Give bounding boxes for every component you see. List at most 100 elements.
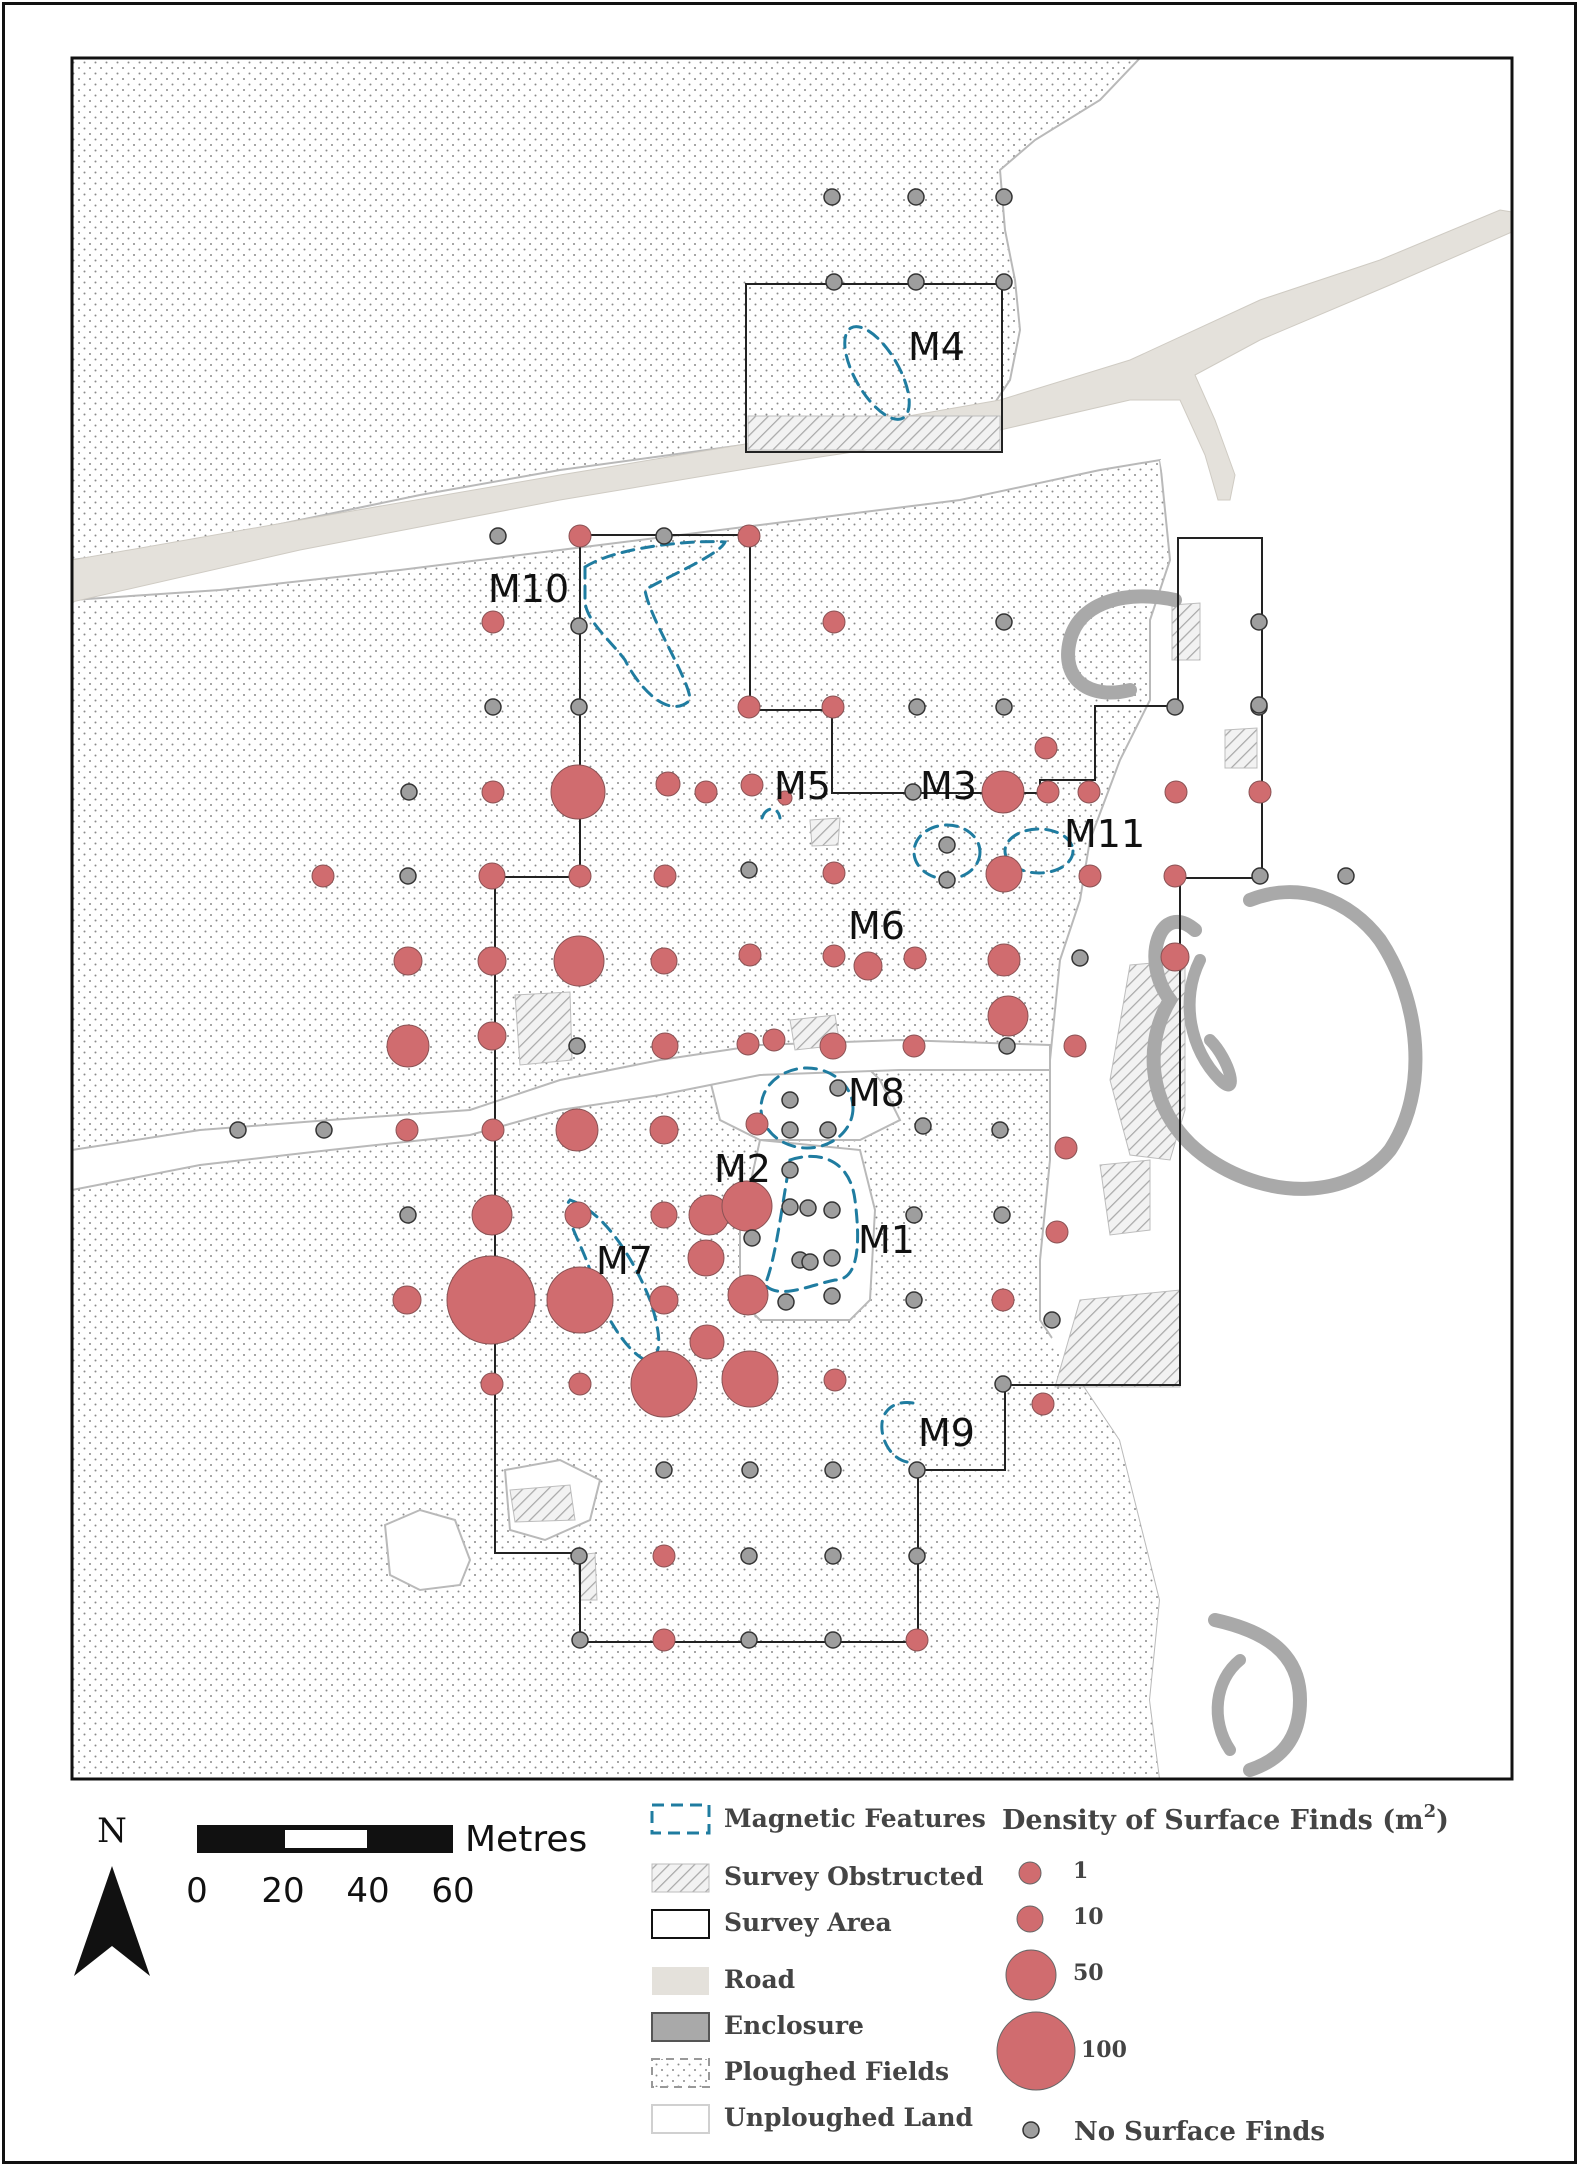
- no-finds-point: [484, 698, 502, 716]
- no-finds-point: [938, 836, 956, 854]
- label-m1: M1: [858, 1218, 915, 1262]
- map-body: M4 M10 M5 M3 M11 M6 M8 M2 M1 M7 M9: [72, 58, 1512, 1779]
- magnetic-feature-m9: [880, 1400, 917, 1464]
- surface-finds-point: [740, 773, 764, 797]
- surface-finds-point: [477, 946, 507, 976]
- surface-finds-point: [550, 764, 606, 820]
- no-finds-point: [568, 1037, 586, 1055]
- no-finds-point: [824, 1547, 842, 1565]
- density-swatch-50: [1005, 1949, 1057, 2001]
- surface-finds-point: [393, 946, 423, 976]
- legend-density: Density of Surface Finds (m2) 1 10 50 10…: [996, 1801, 1449, 2147]
- no-finds-point: [823, 188, 841, 206]
- surface-finds-point: [651, 1032, 679, 1060]
- surface-finds-point: [649, 1285, 679, 1315]
- no-finds-point: [1250, 696, 1268, 714]
- legend-magnetic-swatch: [650, 1803, 711, 1835]
- scale-bar: Metres 0 20 40 60: [186, 1819, 587, 1911]
- no-finds-point: [908, 1461, 926, 1479]
- magnetic-feature-m8: [759, 1066, 855, 1150]
- surface-finds-point: [478, 862, 506, 890]
- scale-tick-60: 60: [431, 1871, 474, 1911]
- no-finds-point: [570, 617, 588, 635]
- surface-finds-point: [745, 1112, 769, 1136]
- no-finds-point: [801, 1253, 819, 1271]
- no-finds-point: [905, 1206, 923, 1224]
- no-finds-point: [914, 1117, 932, 1135]
- no-finds-point: [823, 1287, 841, 1305]
- surface-finds-point: [395, 1118, 419, 1142]
- no-finds-point: [819, 1121, 837, 1139]
- no-finds-point: [995, 188, 1013, 206]
- no-finds-point: [938, 871, 956, 889]
- surface-finds-point: [1077, 780, 1101, 804]
- surface-finds-point: [471, 1194, 513, 1236]
- unploughed-east: [1050, 430, 1512, 1779]
- magnetic-feature-m10: [583, 540, 728, 708]
- surface-finds-point: [737, 524, 761, 548]
- density-label-50: 50: [1073, 1960, 1104, 1986]
- label-m7: M7: [596, 1239, 653, 1283]
- surface-finds-point: [546, 1266, 614, 1334]
- legend-ploughed-swatch: [651, 2058, 710, 2088]
- unploughed-patch-central: [739, 1138, 877, 1321]
- surface-finds-point: [987, 943, 1021, 977]
- surface-finds-point: [652, 1544, 676, 1568]
- legend-obstructed-swatch: [651, 1863, 710, 1893]
- scale-unit: Metres: [465, 1819, 587, 1860]
- legend-obstructed-label: Survey Obstructed: [724, 1862, 983, 1891]
- surface-finds-point: [446, 1255, 536, 1345]
- surface-finds-point: [821, 695, 845, 719]
- unploughed-patch-sw1: [383, 1508, 472, 1592]
- surface-finds-point: [1160, 942, 1190, 972]
- label-m6: M6: [848, 904, 905, 948]
- surface-finds-point: [903, 946, 927, 970]
- legend-enclosure-swatch: [651, 2012, 710, 2042]
- surface-finds-point: [721, 1350, 779, 1408]
- surface-finds-point: [694, 780, 718, 804]
- no-finds-point: [655, 527, 673, 545]
- label-m3: M3: [920, 764, 977, 808]
- density-label-none: No Surface Finds: [1074, 2117, 1325, 2147]
- density-label-100: 100: [1081, 2037, 1127, 2063]
- legend-survey-area-label: Survey Area: [724, 1908, 892, 1937]
- no-finds-point: [740, 1547, 758, 1565]
- no-finds-point: [655, 1461, 673, 1479]
- surface-finds-point: [991, 1288, 1015, 1312]
- surface-finds-point: [1163, 864, 1187, 888]
- no-finds-point: [1251, 867, 1269, 885]
- north-arrow-icon: [74, 1866, 150, 1976]
- surface-finds-point: [480, 1372, 504, 1396]
- surface-finds-point: [762, 1028, 786, 1052]
- label-m4: M4: [908, 325, 965, 369]
- surface-finds-point: [981, 770, 1025, 814]
- label-m5: M5: [774, 764, 831, 808]
- magnetic-feature-m11: [1003, 827, 1075, 875]
- no-finds-point: [905, 1291, 923, 1309]
- surface-finds-point: [738, 943, 762, 967]
- no-finds-point: [994, 1375, 1012, 1393]
- no-finds-point: [399, 867, 417, 885]
- no-finds-point: [570, 1547, 588, 1565]
- legend-unploughed-label: Unploughed Land: [724, 2103, 973, 2132]
- surface-finds-point: [687, 1239, 725, 1277]
- scale-tick-0: 0: [186, 1871, 208, 1911]
- surface-finds-point: [568, 524, 592, 548]
- no-finds-point: [995, 273, 1013, 291]
- no-finds-point: [781, 1161, 799, 1179]
- surface-finds-point: [650, 947, 678, 975]
- label-m10: M10: [488, 567, 569, 611]
- surface-finds-point: [1164, 780, 1188, 804]
- no-finds-point: [908, 698, 926, 716]
- surface-finds-point: [653, 864, 677, 888]
- no-finds-point: [570, 698, 588, 716]
- no-finds-point: [777, 1293, 795, 1311]
- density-label-10: 10: [1073, 1904, 1104, 1930]
- legend-unploughed-swatch: [651, 2104, 710, 2134]
- no-finds-point: [1043, 1311, 1061, 1329]
- legend-symbols: Magnetic Features Survey Obstructed Surv…: [650, 1803, 986, 2134]
- survey-obstructed-areas: [509, 415, 1258, 1601]
- north-arrow: N: [74, 1811, 150, 1976]
- surface-finds-point: [481, 1118, 505, 1142]
